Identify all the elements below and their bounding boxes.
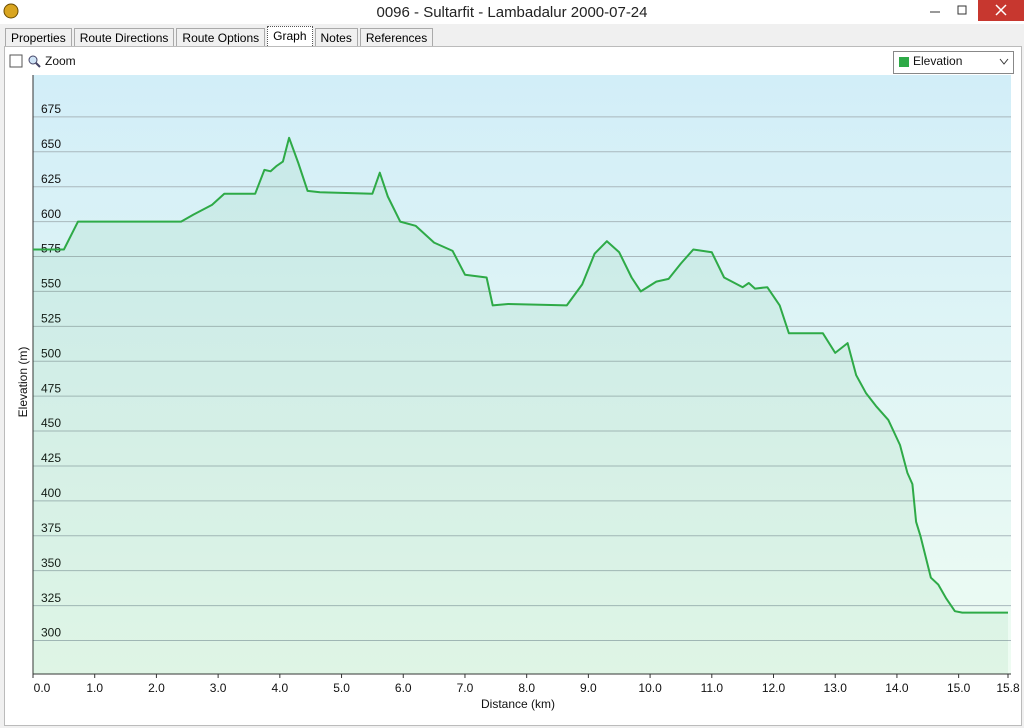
tab-strip: Properties Route Directions Route Options G… — [5, 26, 434, 48]
tab[interactable]: Properties — [5, 28, 72, 47]
x-tick-label: 0.0 — [34, 681, 51, 695]
x-tick-label: 7.0 — [457, 681, 474, 695]
x-tick-label: 6.0 — [395, 681, 412, 695]
zoom-icon-handle — [35, 62, 41, 68]
zoom-label: Zoom — [45, 54, 76, 68]
tab[interactable]: Route Directions — [73, 28, 175, 47]
y-tick-label: 300 — [41, 626, 61, 640]
y-tick-label: 375 — [41, 521, 61, 535]
x-tick-label: 9.0 — [580, 681, 597, 695]
x-tick-label: 15.0 — [947, 681, 971, 695]
tab[interactable]: Notes — [314, 28, 358, 47]
y-tick-label: 475 — [41, 381, 61, 395]
x-tick-label: 1.0 — [86, 681, 103, 695]
y-axis-label: Elevation (m) — [16, 347, 30, 418]
x-tick-label: 12.0 — [762, 681, 786, 695]
y-tick-label: 600 — [41, 207, 61, 221]
x-tick-label: 13.0 — [824, 681, 848, 695]
title-icons — [3, 0, 1024, 21]
tab[interactable]: Graph — [267, 26, 313, 48]
window-title: 0096 - Sultarfit - Lambadalur 2000-07-24 — [376, 4, 648, 21]
x-tick-label: 3.0 — [210, 681, 227, 695]
y-tick-label: 550 — [41, 277, 61, 291]
y-tick-label: 625 — [41, 172, 61, 186]
x-tick-label: 15.8 — [996, 681, 1020, 695]
y-tick-label: 525 — [41, 312, 61, 326]
y-tick-label: 325 — [41, 591, 61, 605]
x-tick-label: 5.0 — [333, 681, 350, 695]
title-bar: 0096 - Sultarfit - Lambadalur 2000-07-24 — [0, 0, 1024, 24]
y-tick-label: 400 — [41, 486, 61, 500]
restore[interactable] — [957, 5, 967, 15]
y-tick-label: 350 — [41, 556, 61, 570]
tab[interactable]: Route Options — [176, 28, 266, 47]
elevation-line — [33, 136, 1008, 614]
y-tick-label: 500 — [41, 346, 61, 360]
zoom-icon — [28, 55, 38, 65]
dropdown-arrow — [999, 58, 1009, 65]
y-tick-label: 675 — [41, 102, 61, 116]
x-tick-label: 8.0 — [518, 681, 535, 695]
tab[interactable]: References — [359, 28, 434, 47]
x-tick-label: 11.0 — [701, 681, 724, 695]
y-tick-label: 450 — [41, 416, 61, 430]
close-icon — [995, 4, 1007, 16]
x-axis-label: Distance (km) — [481, 697, 555, 711]
x-tick-label: 10.0 — [638, 681, 662, 695]
plot-area — [33, 75, 1011, 674]
app-icon — [3, 3, 19, 19]
elevation-area — [33, 137, 1008, 675]
y-tick-label: 425 — [41, 451, 61, 465]
x-tick-label: 14.0 — [885, 681, 909, 695]
x-tick-label: 4.0 — [271, 681, 288, 695]
zoom-checkbox[interactable] — [9, 54, 23, 68]
x-tick-label: 2.0 — [148, 681, 165, 695]
series-select-label: Elevation — [913, 54, 962, 68]
y-tick-label: 650 — [41, 137, 61, 151]
series-swatch — [899, 57, 909, 67]
series-dropdown[interactable] — [893, 51, 1014, 74]
